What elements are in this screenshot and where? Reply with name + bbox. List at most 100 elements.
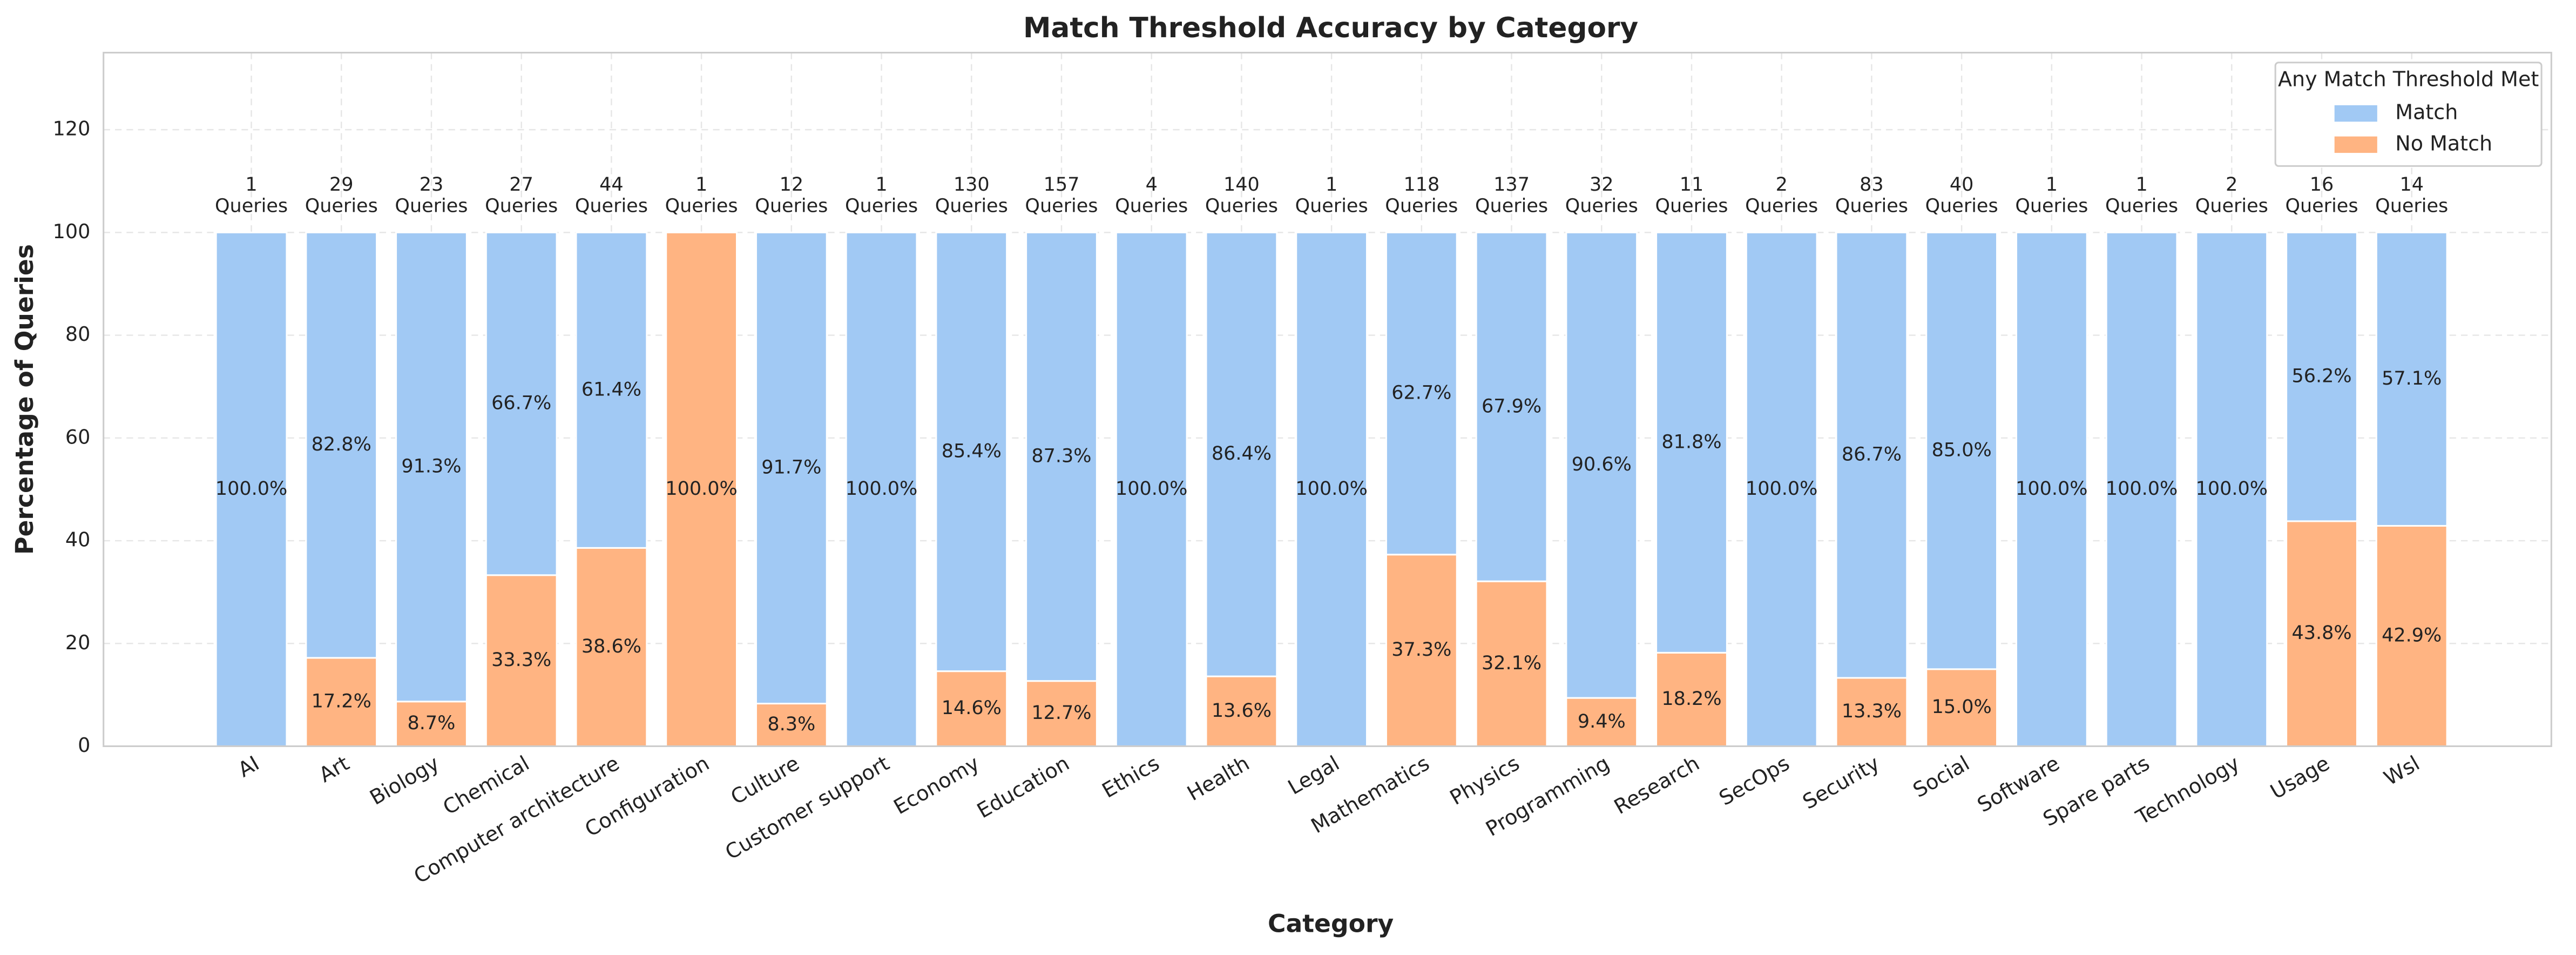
value-label: 100.0% [1746,478,1817,500]
count-value: 32 [1590,174,1614,196]
value-label: 8.7% [408,712,456,734]
count-annotation: 1 Queries [215,174,288,217]
bar-segment [575,231,648,549]
x-tick-label: Education [973,751,1073,823]
value-label: 8.3% [767,714,815,735]
x-tick-label: Usage [2266,751,2334,804]
value-label: 100.0% [2196,478,2268,500]
value-label: 15.0% [1932,696,1992,718]
count-unit: Queries [1475,196,1548,217]
value-label: 100.0% [215,478,287,500]
plot-frame [103,51,2552,748]
count-value: 1 [245,174,257,196]
value-label: 38.6% [582,636,641,657]
bar-segment [665,231,738,748]
count-value: 140 [1223,174,1260,196]
bar-segment [1835,231,1908,679]
count-unit: Queries [1835,196,1908,217]
value-label: 62.7% [1391,382,1451,404]
bar-segment [755,703,828,748]
value-label: 67.9% [1482,395,1541,417]
value-label: 100.0% [1115,478,1187,500]
count-unit: Queries [2285,196,2358,217]
legend-label: No Match [2395,131,2492,155]
count-unit: Queries [485,196,558,217]
count-annotation: 2 Queries [1745,174,1818,217]
bar-segment [2375,231,2448,527]
count-value: 118 [1403,174,1439,196]
count-unit: Queries [215,196,288,217]
value-label: 100.0% [2016,478,2087,500]
count-value: 16 [2310,174,2334,196]
count-annotation: 1 Queries [2015,174,2088,217]
count-value: 1 [1326,174,1337,196]
x-tick-label: SecOps [1715,751,1793,810]
value-label: 86.4% [1212,443,1272,465]
count-unit: Queries [1925,196,1998,217]
value-label: 85.0% [1932,440,1992,461]
x-tick-label: Art [315,751,353,787]
count-unit: Queries [2105,196,2178,217]
value-label: 100.0% [1295,478,1367,500]
count-annotation: 1 Queries [2105,174,2178,217]
count-value: 12 [780,174,804,196]
value-label: 57.1% [2382,368,2442,389]
bar-segment [395,701,468,748]
count-value: 1 [695,174,707,196]
bar-segment [2375,524,2448,748]
count-unit: Queries [1655,196,1728,217]
count-annotation: 11 Queries [1655,174,1728,217]
value-label: 18.2% [1661,688,1721,710]
y-tick-label: 20 [65,631,90,654]
count-unit: Queries [845,196,918,217]
count-annotation: 32 Queries [1565,174,1638,217]
value-label: 42.9% [2382,624,2442,646]
count-value: 137 [1493,174,1530,196]
count-value: 40 [1950,174,1974,196]
bar-segment [305,657,378,748]
bar-segment [1475,231,1548,582]
bar-segment [485,574,558,748]
bar-segment [395,231,468,703]
value-label: 9.4% [1578,711,1626,732]
count-value: 29 [329,174,354,196]
count-unit: Queries [305,196,378,217]
bar-segment [2015,231,2088,748]
bar-segment [305,231,378,659]
count-unit: Queries [1565,196,1638,217]
value-label: 14.6% [942,697,1002,719]
count-annotation: 157 Queries [1025,174,1098,217]
count-annotation: 1 Queries [665,174,738,217]
x-tick-label: Wsl [2380,751,2424,790]
count-value: 14 [2399,174,2424,196]
x-axis-label: Category [1268,910,1394,938]
x-tick-label: Biology [366,751,443,810]
value-label: 32.1% [1482,653,1541,674]
bar-segment [935,231,1008,672]
value-label: 33.3% [491,649,551,671]
x-tick-label: Culture [727,751,803,809]
x-tick-label: Physics [1446,751,1524,810]
count-annotation: 29 Queries [305,174,378,217]
bar-segment [1565,231,1638,699]
count-value: 83 [1860,174,1884,196]
value-label: 81.8% [1661,431,1721,453]
count-annotation: 40 Queries [1925,174,1998,217]
value-label: 37.3% [1391,639,1451,661]
count-unit: Queries [1745,196,1818,217]
legend-swatch [2334,136,2377,153]
count-value: 4 [1146,174,1158,196]
bar-segment [1745,231,1818,748]
value-label: 100.0% [665,478,737,500]
count-value: 1 [875,174,887,196]
legend-label: Match [2395,100,2458,124]
count-unit: Queries [395,196,468,217]
count-annotation: 23 Queries [395,174,468,217]
count-unit: Queries [1115,196,1188,217]
bar-segment [1925,231,1998,670]
count-annotation: 1 Queries [845,174,918,217]
bar-segment [845,231,918,748]
legend-swatch [2334,105,2377,122]
count-annotation: 12 Queries [755,174,828,217]
x-tick-label: Customer support [721,751,894,864]
